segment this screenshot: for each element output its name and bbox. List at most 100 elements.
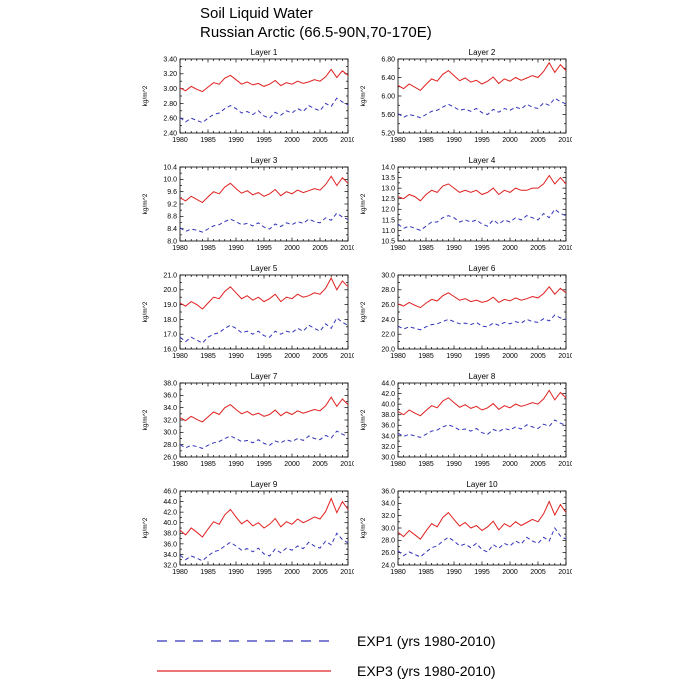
axis-text: 6.80 [381,56,395,63]
axis-text: 1980 [390,245,406,252]
panels-grid: Layer 1 1980 1985 1990 1995 2000 2005 2010 2.40 2… [136,46,574,586]
legend: EXP1 (yrs 1980-2010) EXP3 (yrs 1980-2010… [155,626,496,686]
panel-layer-8: Layer 8 1980 1985 1990 1995 2000 2005 2010 30.0 3… [354,370,574,478]
axis-text: 2000 [502,569,518,576]
axis-text: 1995 [474,137,490,144]
axis-text: 22.0 [381,332,395,339]
plot-frame [397,274,567,350]
axis-text: Layer 8 [469,372,496,381]
axis-text: 32.0 [163,417,177,424]
axis-text: Layer 3 [251,156,278,165]
axis-text: 20.0 [163,287,177,294]
axis-text: Layer 10 [466,480,498,489]
axis-text: 21.0 [163,272,177,279]
axis-text: 2010 [558,353,572,360]
axis-text: 32.0 [163,562,177,569]
series-line-exp3 [179,276,349,310]
series-line-exp1 [179,532,349,562]
layer-plot-svg: Layer 5 1980 1985 1990 1995 2000 2005 2010 16.0 1… [142,264,356,360]
series-line-exp3 [179,68,349,93]
axis-text: 30.0 [381,454,395,461]
axis-text: 1995 [474,353,490,360]
panel-layer-6: Layer 6 1980 1985 1990 1995 2000 2005 2010 20.0 2… [354,262,574,370]
series-line-exp1 [397,314,567,331]
panel-layer-2: Layer 2 1980 1985 1990 1995 2000 2005 2010 5.20 5… [354,46,574,154]
axis-text: 1990 [446,353,462,360]
legend-row-exp1: EXP1 (yrs 1980-2010) [155,626,496,656]
axis-text: 1990 [228,245,244,252]
axis-text: 36.0 [381,488,395,495]
axis-text: 2005 [530,461,546,468]
axis-text: kg/m^2 [360,409,367,430]
axis-text: kg/m^2 [360,301,367,322]
axis-text: 30.0 [381,272,395,279]
axis-text: 1995 [474,569,490,576]
axis-text: 28.0 [381,538,395,545]
axis-text: 2000 [502,461,518,468]
axis-text: 1995 [474,245,490,252]
series-line-exp3 [397,285,567,309]
axis-text: 20.0 [381,346,395,353]
axis-text: 34.0 [381,501,395,508]
axis-text: 24.0 [381,562,395,569]
plot-frame [397,382,567,458]
series-line-exp1 [179,317,349,344]
axis-text: Layer 7 [251,372,278,381]
series-line-exp3 [397,389,567,417]
axis-text: Layer 9 [251,480,278,489]
axis-text: kg/m^2 [142,409,149,430]
axis-text: 1980 [390,353,406,360]
axis-text: 2000 [284,137,300,144]
layer-plot-svg: Layer 1 1980 1985 1990 1995 2000 2005 2010 2.40 2… [142,48,356,144]
axis-text: 3.20 [163,71,177,78]
axis-text: 2010 [340,461,354,468]
layer-plot-svg: Layer 4 1980 1985 1990 1995 2000 2005 2010 10.5 1… [360,156,574,252]
axis-text: 8.4 [167,226,177,233]
axis-text: 8.0 [167,238,177,245]
axis-text: 1980 [390,569,406,576]
axis-text: 30.0 [163,430,177,437]
panel-layer-9: Layer 9 1980 1985 1990 1995 2000 2005 2010 32.0 3… [136,478,356,586]
axis-text: 9.2 [167,201,177,208]
axis-text: 1980 [172,569,188,576]
series-line-exp3 [397,174,567,202]
axis-text: 2.80 [163,101,177,108]
axis-text: 1990 [228,461,244,468]
axis-text: 2010 [558,461,572,468]
axis-text: 34.0 [381,433,395,440]
exp1-dashed-line-sample [157,640,331,642]
axis-text: 38.0 [163,380,177,387]
series-line-exp1 [179,97,349,124]
axis-text: 1980 [172,137,188,144]
axis-text: 1995 [256,353,272,360]
axis-text: Layer 5 [251,264,278,273]
axis-text: 2000 [284,353,300,360]
axis-text: 11.0 [382,228,395,235]
axis-text: 1980 [390,461,406,468]
axis-text: 44.0 [381,380,395,387]
axis-text: 5.60 [381,112,395,119]
axis-text: 13.5 [381,175,395,182]
plot-frame [179,274,349,350]
axis-text: Layer 6 [469,264,496,273]
figure-title-line1: Soil Liquid Water [200,5,313,22]
axis-text: 1995 [474,461,490,468]
series-line-exp3 [397,500,567,540]
axis-text: 8.8 [167,214,177,221]
figure-title-line2: Russian Arctic (66.5-90N,70-170E) [200,24,432,41]
layer-plot-svg: Layer 3 1980 1985 1990 1995 2000 2005 2010 8.0 8.… [142,156,356,252]
axis-text: Layer 2 [469,48,496,57]
series-line-exp3 [397,61,567,92]
axis-text: 28.0 [381,287,395,294]
axis-text: 2005 [312,353,328,360]
axis-text: 18.0 [163,317,177,324]
axis-text: 12.5 [381,196,395,203]
axis-text: 3.40 [163,56,177,63]
axis-text: 2000 [502,137,518,144]
axis-text: 32.0 [381,444,395,451]
axis-text: 1980 [172,461,188,468]
axis-text: kg/m^2 [142,517,149,538]
axis-text: 2005 [312,461,328,468]
axis-text: 1985 [418,245,434,252]
panel-layer-4: Layer 4 1980 1985 1990 1995 2000 2005 2010 10.5 1… [354,154,574,262]
